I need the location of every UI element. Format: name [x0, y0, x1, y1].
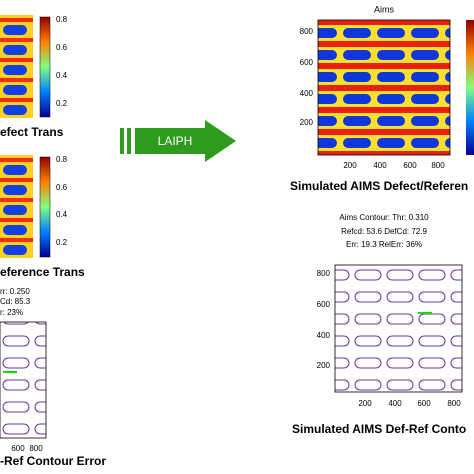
colorbar-tick: 0.4: [56, 71, 68, 80]
y-tick: 600: [300, 58, 314, 67]
contour-plot: [334, 264, 463, 393]
colorbar-tick: 0.2: [56, 238, 68, 247]
colorbar-tick: 0.6: [56, 183, 68, 192]
y-tick: 400: [317, 331, 331, 340]
x-tick: 200: [358, 399, 372, 408]
stat: Err: 19.3 RelErr: 36%: [346, 240, 422, 249]
x-tick: 600: [403, 161, 417, 170]
arrow-stripe: [120, 128, 124, 154]
contour-plot: [0, 321, 47, 439]
x-tick: 800: [431, 161, 445, 170]
y-tick: 800: [300, 27, 314, 36]
colorbar: [466, 20, 474, 155]
heatmap: [0, 15, 33, 118]
x-tick: 600: [11, 444, 25, 453]
stat: Aims Contour: Thr: 0.310: [339, 213, 429, 222]
stat: Cd: 85.3: [0, 297, 31, 306]
x-tick: 800: [29, 444, 43, 453]
stat: rr: 0.250: [0, 287, 30, 296]
caption: Simulated AIMS Def-Ref Conto: [292, 422, 466, 436]
x-tick: 400: [373, 161, 387, 170]
plot-title: Aims: [374, 4, 394, 14]
caption: Simulated AIMS Defect/Referen: [290, 179, 468, 193]
arrow: [135, 120, 236, 162]
colorbar-tick: 0.6: [56, 43, 68, 52]
y-tick: 400: [300, 89, 314, 98]
colorbar: [39, 156, 51, 258]
arrow-stripe: [127, 128, 131, 154]
heatmap: [0, 155, 33, 258]
y-tick: 200: [300, 118, 314, 127]
stat: r: 23%: [0, 308, 23, 317]
y-tick: 200: [317, 361, 331, 370]
colorbar-tick: 0.8: [56, 15, 68, 24]
y-tick: 800: [317, 269, 331, 278]
colorbar-tick: 0.4: [56, 210, 68, 219]
x-tick: 200: [343, 161, 357, 170]
panel-title: eference Trans: [0, 265, 85, 279]
colorbar: [39, 16, 51, 118]
heatmap: [317, 19, 451, 156]
arrow-label: LAIPH: [158, 134, 193, 148]
panel-title: -Ref Contour Error: [0, 454, 106, 468]
colorbar-tick: 0.2: [56, 99, 68, 108]
panel-title: efect Trans: [0, 125, 64, 139]
stat: Refcd: 53.6 DefCd: 72.9: [341, 227, 427, 236]
x-tick: 600: [417, 399, 431, 408]
colorbar-tick: 0.8: [56, 155, 68, 164]
x-tick: 400: [388, 399, 402, 408]
y-tick: 600: [317, 300, 331, 309]
x-tick: 800: [447, 399, 461, 408]
